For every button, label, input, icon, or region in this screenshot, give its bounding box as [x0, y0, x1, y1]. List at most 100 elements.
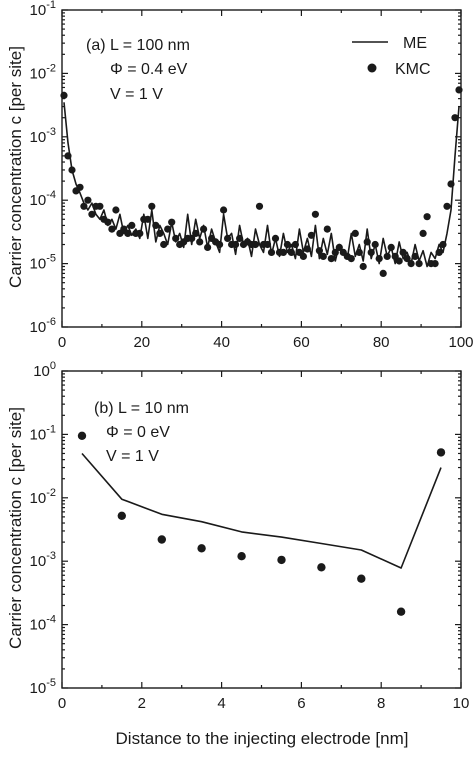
panel-a-kmc-point [68, 166, 76, 174]
panel-a-kmc-point [443, 202, 451, 210]
legend-kmc-label: KMC [395, 61, 431, 78]
panel-a-kmc-point [267, 248, 276, 256]
panel-b-y-tick-label: 10-1 [30, 423, 56, 443]
panel-a-kmc-point [351, 229, 359, 237]
panel-a-kmc-point [323, 225, 331, 233]
panel-b-y-tick-label: 10-2 [30, 487, 56, 507]
panel-b-y-axis-title: Carrier concentration c [per site] [6, 407, 25, 649]
panel-a-kmc-point [279, 248, 287, 256]
panel-a-kmc-point [80, 202, 88, 210]
panel-b-kmc-point [237, 552, 246, 561]
panel-a-kmc-point [399, 248, 407, 256]
panel-b-y-tick-label: 100 [33, 360, 56, 380]
panel-a-kmc-point [395, 257, 403, 265]
panel-a-kmc-point [367, 248, 375, 256]
panel-a-kmc-point [363, 238, 371, 246]
panel-a-kmc-point [299, 252, 307, 260]
panel-b-y-tick-label: 10-3 [30, 550, 56, 570]
panel-b-me-line-group [81, 452, 442, 569]
panel-b-ticks: 0 2 4 6 8 10 10-5 10-4 10-3 10-2 10-1 100 [30, 360, 470, 712]
panel-a-kmc-point [383, 252, 391, 260]
panel-a-kmc-point [291, 240, 299, 249]
panel-a-y-tick-label: 10-4 [30, 189, 56, 209]
panel-a-y-tick-label: 10-1 [30, 0, 56, 19]
panel-a-kmc-point [188, 234, 196, 242]
panel-b-kmc-point [357, 574, 366, 583]
panel-a-frame [61, 9, 462, 328]
panel-b-y-tick-label: 10-4 [30, 614, 56, 634]
panel-a-kmc-point [124, 229, 132, 237]
panel-b-kmc-point [277, 555, 286, 565]
panel-a-kmc-point [204, 243, 212, 251]
panel-b: 0 2 4 6 8 10 10-5 10-4 10-3 10-2 10-1 100 (b) L = 1… [30, 360, 470, 712]
panel-a-kmc-point [335, 243, 343, 251]
panel-a-kmc-point [347, 255, 355, 263]
panel-a-kmc-point [164, 225, 172, 233]
panel-a-kmc-point [96, 202, 104, 210]
panel-b-x-tick-label: 4 [217, 695, 225, 712]
panel-a-kmc-point [451, 114, 459, 122]
panel-a-kmc-point [220, 206, 228, 214]
panel-a-kmc-point [403, 255, 411, 263]
panel-a-kmc-point [172, 234, 180, 242]
panel-b-kmc-point [77, 431, 87, 440]
panel-a-kmc-point [263, 240, 272, 249]
panel-b-y-tick-label: 10-5 [30, 677, 56, 697]
panel-b-x-tick-label: 8 [377, 695, 385, 712]
panel-a-y-tick-label: 10-6 [30, 316, 56, 336]
panel-b-frame [61, 370, 462, 689]
panel-a-kmc-point [287, 248, 295, 256]
panel-a-x-tick-label: 80 [373, 334, 390, 351]
panel-a-label: (a) L = 100 nm [86, 37, 190, 54]
panel-b-kmc-point [396, 607, 406, 616]
panel-b-kmc-point [436, 448, 446, 457]
panel-b-x-tick-label: 10 [453, 695, 470, 712]
panel-a-annotation-phi: Φ = 0.4 eV [110, 61, 188, 78]
legend-kmc-marker [367, 63, 377, 73]
panel-a-ticks: 0 20 40 60 80 100 10-6 10-5 10-4 10-3 10-2 10-1 [30, 0, 474, 351]
panel-a-kmc-point [327, 255, 335, 263]
panel-a-kmc-point [435, 248, 443, 256]
panel-b-kmc-point [197, 544, 206, 553]
legend-me-label: ME [403, 35, 427, 52]
panel-a-kmc-point [375, 255, 383, 263]
panel-a-kmc-points [60, 86, 463, 277]
panel-a-annotation-voltage: V = 1 V [110, 86, 163, 103]
panel-a-kmc-point [355, 248, 363, 256]
panel-a-kmc-point [255, 202, 264, 210]
panel-b-kmc-points [77, 431, 446, 616]
panel-a-kmc-point [216, 240, 224, 249]
panel-a-kmc-point [196, 238, 204, 246]
panel-a-kmc-point [232, 240, 240, 249]
panel-a-kmc-point [419, 229, 427, 237]
panel-a-kmc-point [311, 210, 319, 218]
panel-a-x-tick-label: 40 [213, 334, 230, 351]
panel-b-label: (b) L = 10 nm [94, 400, 189, 417]
panel-a-kmc-point [160, 240, 168, 249]
panel-a-y-tick-label: 10-5 [30, 253, 56, 273]
panel-a-kmc-point [271, 234, 280, 242]
panel-a-kmc-point [455, 86, 463, 94]
panel-a-kmc-point [407, 260, 415, 268]
panel-a-kmc-point [439, 240, 447, 249]
panel-a-kmc-point [251, 240, 260, 249]
panel-b-kmc-point [117, 511, 127, 520]
panel-b-x-tick-label: 0 [58, 695, 66, 712]
panel-a-kmc-point [431, 260, 439, 268]
panel-b-kmc-point [317, 563, 326, 572]
panel-a-kmc-point [108, 225, 116, 233]
panel-b-me-line [81, 452, 442, 569]
panel-a-kmc-point [331, 248, 339, 256]
panel-a-kmc-point [200, 225, 208, 233]
panel-b-x-tick-label: 6 [297, 695, 305, 712]
panel-a-kmc-point [315, 247, 323, 255]
panel-a-kmc-point [359, 262, 367, 271]
panel-a-kmc-point [168, 218, 176, 226]
panel-a-x-tick-label: 20 [133, 334, 150, 351]
panel-b-annotation-voltage: V = 1 V [106, 448, 159, 465]
panel-a-kmc-point [104, 218, 112, 226]
panel-a-kmc-point [76, 183, 84, 191]
panel-a-y-tick-label: 10-3 [30, 126, 56, 146]
panel-a-kmc-point [307, 231, 315, 239]
panel-a-y-axis-title: Carrier concentration c [per site] [6, 46, 25, 288]
